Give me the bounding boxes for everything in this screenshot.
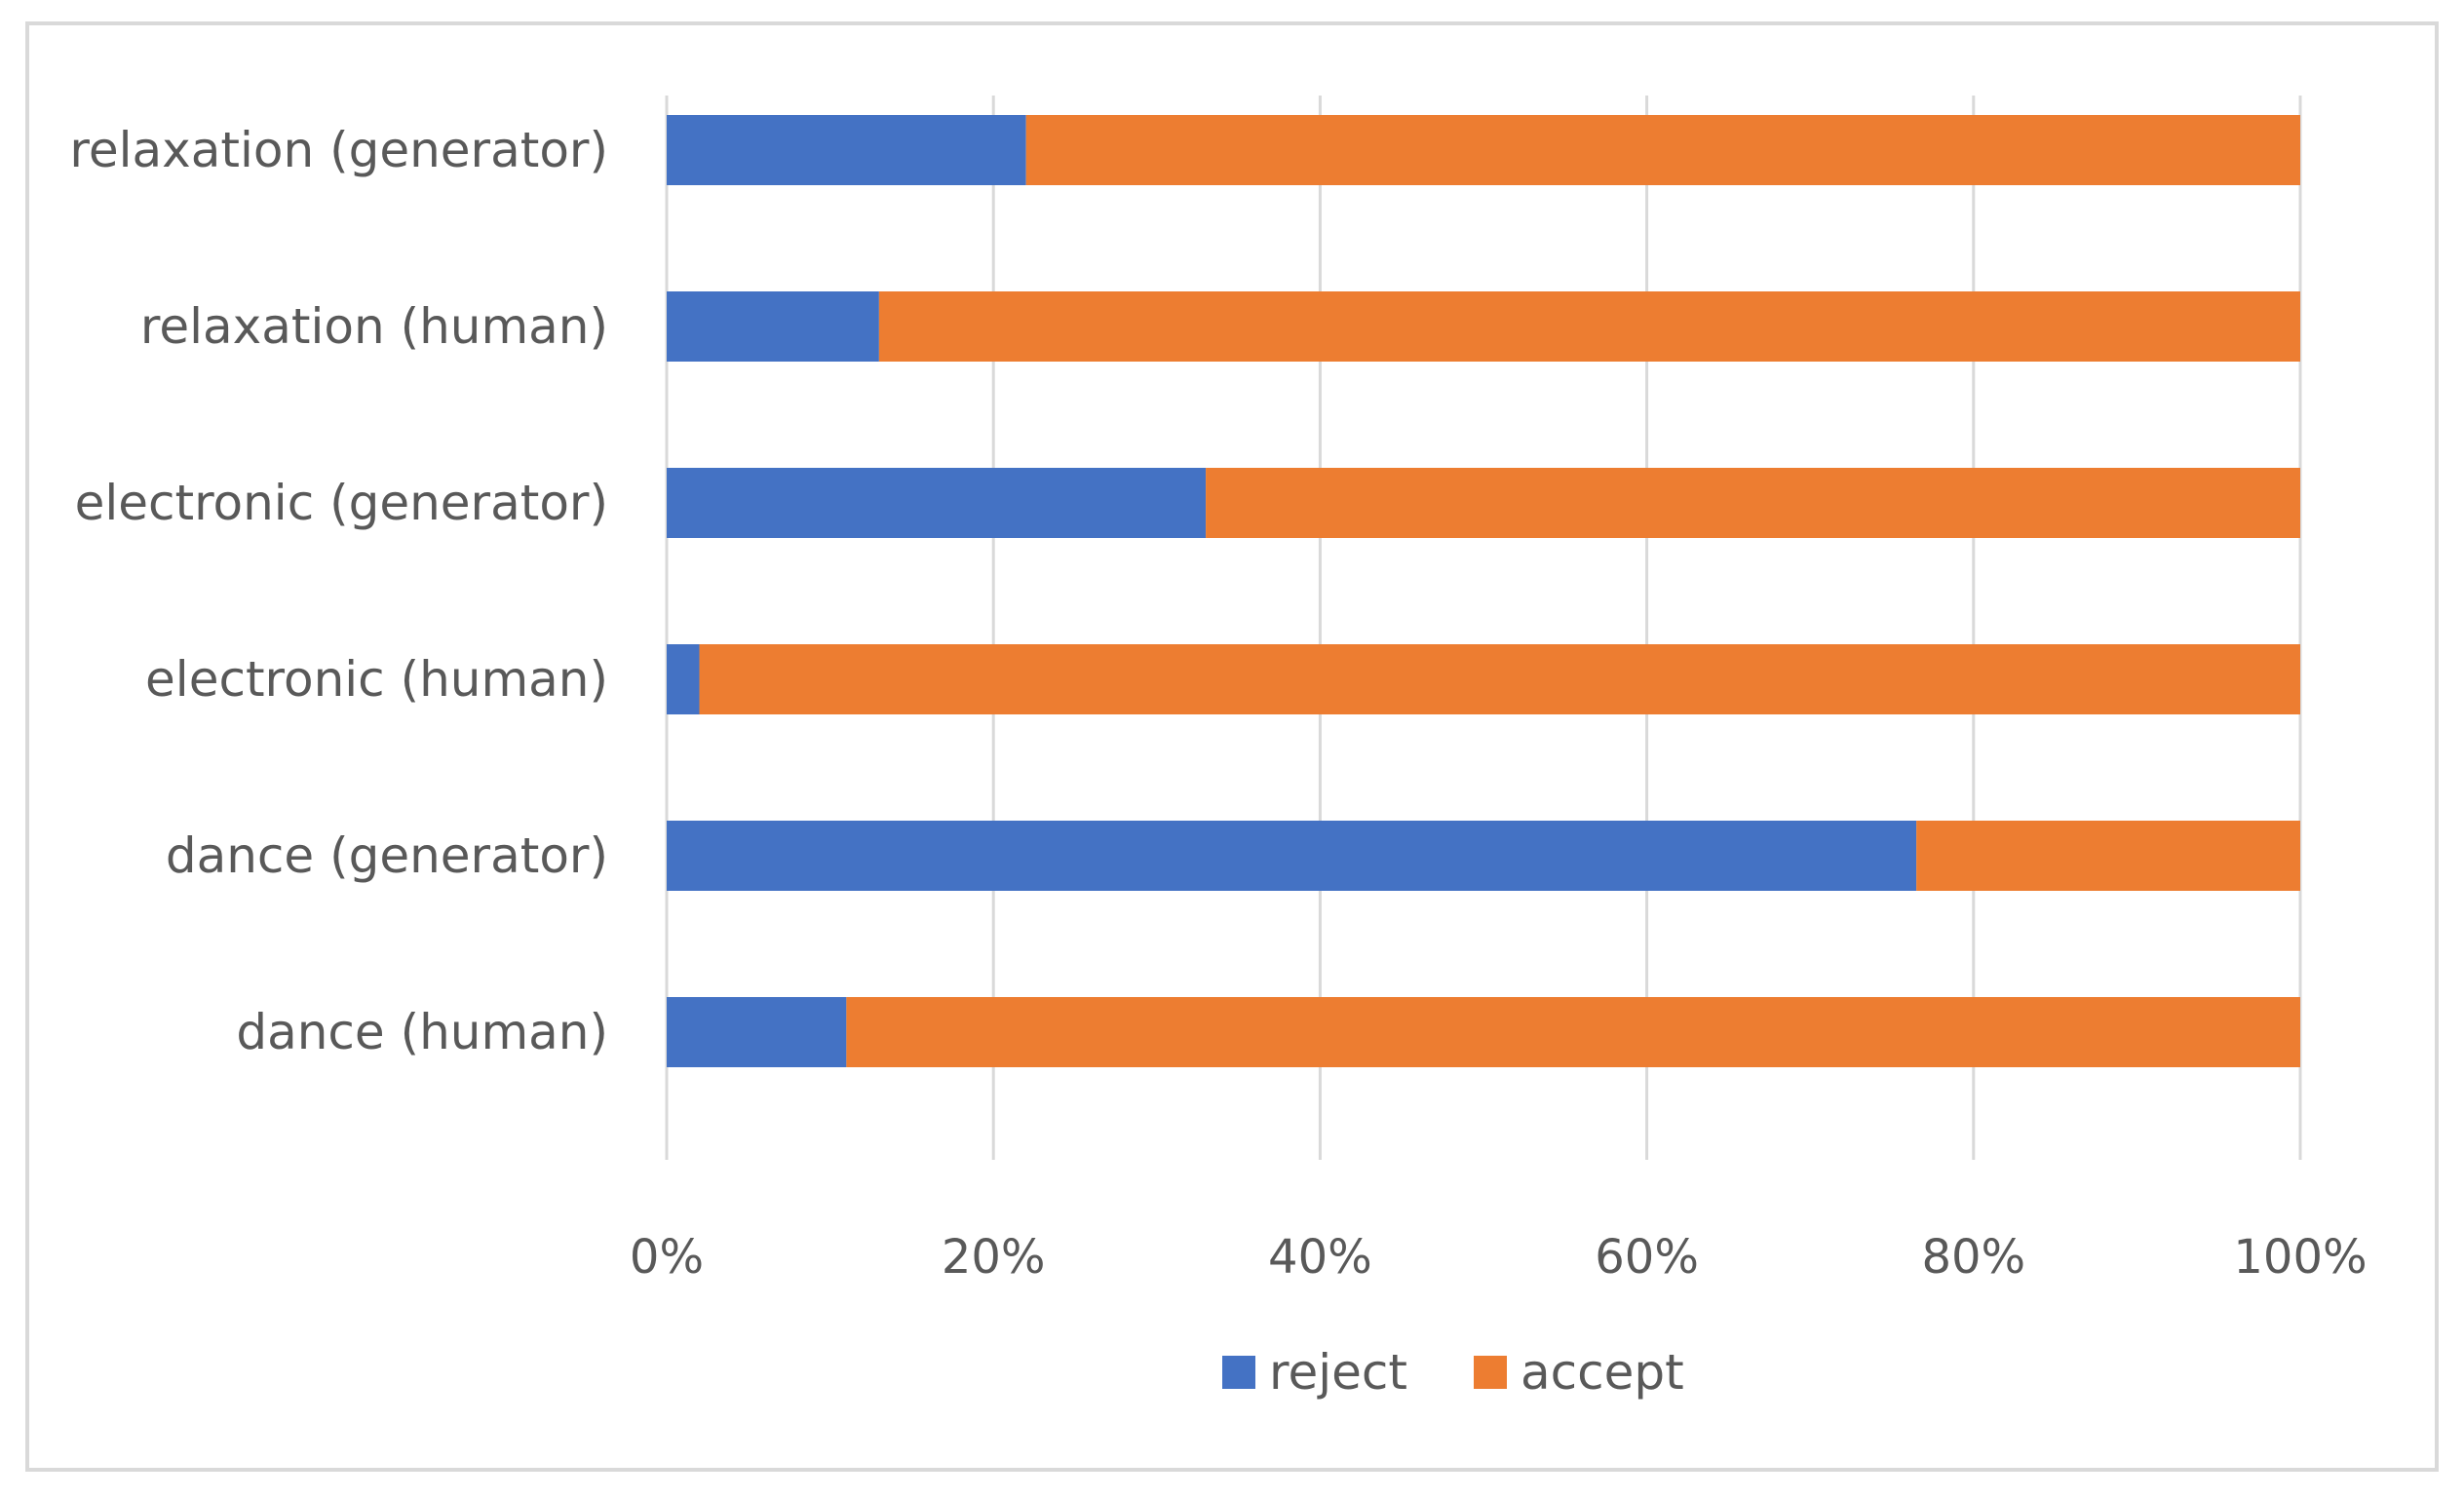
x-tick-label: 20%: [942, 1230, 1046, 1285]
bar-reject-dance-generator: [667, 821, 1917, 891]
bar-accept-electronic-generator: [1206, 468, 2300, 538]
gridlines: [665, 96, 2302, 1160]
chart-frame: [25, 21, 2439, 1472]
category-labels: dance (human) dance (generator) electronic…: [69, 122, 608, 1060]
bar-reject-dance-human: [667, 997, 847, 1067]
bar-reject-relaxation-human: [667, 291, 879, 362]
bar-accept-electronic-human: [699, 644, 2300, 714]
bar-reject-electronic-generator: [667, 468, 1207, 538]
category-label: relaxation (human): [140, 298, 608, 355]
legend-label-accept: accept: [1521, 1344, 1684, 1401]
bar-accept-relaxation-human: [878, 291, 2300, 362]
category-label: electronic (human): [145, 651, 608, 708]
bar-reject-electronic-human: [667, 644, 700, 714]
bar-reject-relaxation-generator: [667, 115, 1026, 185]
category-label: dance (generator): [166, 827, 608, 884]
category-label: relaxation (generator): [69, 122, 608, 178]
x-tick-label: 60%: [1595, 1230, 1699, 1285]
legend: reject accept: [1222, 1344, 1684, 1401]
legend-swatch-reject: [1222, 1356, 1255, 1389]
x-tick-label: 100%: [2233, 1230, 2367, 1285]
x-tick-label: 0%: [630, 1230, 704, 1285]
category-label: dance (human): [236, 1004, 608, 1060]
bar-accept-dance-human: [846, 997, 2300, 1067]
legend-swatch-accept: [1474, 1356, 1507, 1389]
bars: [667, 115, 2300, 1067]
bar-accept-dance-generator: [1916, 821, 2300, 891]
category-label: electronic (generator): [75, 475, 608, 531]
legend-label-reject: reject: [1269, 1344, 1407, 1401]
x-tick-labels: 0% 20% 40% 60% 80% 100%: [630, 1230, 2368, 1285]
x-tick-label: 40%: [1268, 1230, 1372, 1285]
x-tick-label: 80%: [1921, 1230, 2025, 1285]
bar-accept-relaxation-generator: [1025, 115, 2300, 185]
